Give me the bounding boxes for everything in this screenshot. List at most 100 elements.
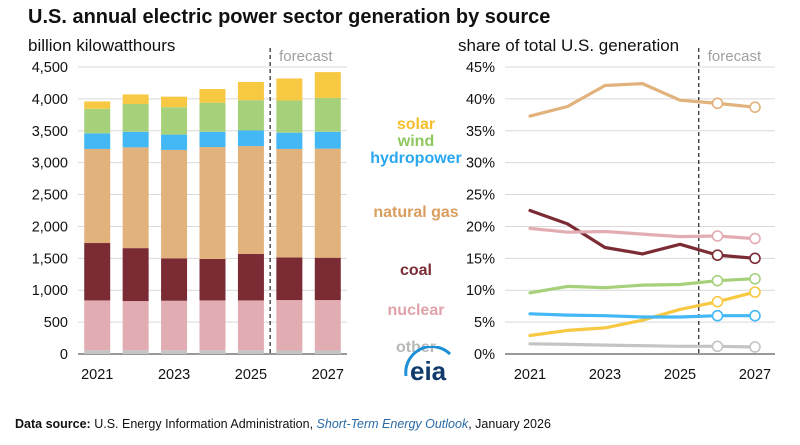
forecast-point-coal-2027 [749,252,761,265]
left-x-tick-label: 2027 [312,367,344,383]
bar-segment-coal-2025 [237,253,264,301]
left-forecast-marker: forecast [269,48,333,354]
bar-segment-coal-2022 [122,248,149,302]
legend-label-wind: wind [397,133,434,150]
logo-arc [404,346,452,377]
bar-segment-wind-2022 [122,103,149,132]
right-x-tick-label: 2021 [514,367,546,383]
legend-label-natural-gas: natural gas [373,204,458,221]
right-y-tick-label: 35% [466,124,495,140]
bar-segment-wind-2021 [84,108,111,134]
right-x-tick-label: 2025 [664,367,696,383]
bar-segment-hydropower-2027 [314,131,341,149]
right-y-tick-label: 10% [466,283,495,299]
bar-segment-solar-2027 [314,72,341,98]
right-y-tick-label: 40% [466,92,495,108]
left-y-tick-label: 2,000 [32,219,68,235]
left-y-tick-label: 1,000 [32,283,68,299]
forecast-point-solar-2026 [711,295,724,308]
source-report: Short-Term Energy Outlook [316,417,469,431]
bar-segment-natural-gas-2021 [84,148,111,244]
left-y-tick-label: 2,500 [32,188,68,204]
chart-title: U.S. annual electric power sector genera… [28,6,551,28]
bar-segment-coal-2027 [314,257,341,301]
bar-segment-other-2021 [84,350,111,354]
bar-segment-natural-gas-2025 [237,146,264,254]
left-x-tick-labels: 2021 2023 2025 2027 [81,367,344,383]
bar-segment-solar-2021 [84,101,111,109]
bar-segment-coal-2024 [199,258,226,301]
bar-segment-nuclear-2023 [161,300,188,351]
bar-segment-nuclear-2022 [122,301,149,351]
legend-label-nuclear: nuclear [388,302,445,319]
bar-segment-coal-2026 [276,257,303,301]
left-y-tick-label: 4,000 [32,92,68,108]
forecast-point-hydropower-2027 [749,309,761,322]
bar-segment-other-2025 [237,350,264,354]
source-note: Data source: U.S. Energy Information Adm… [15,417,551,431]
bar-segment-solar-2024 [199,89,226,103]
right-x-tick-label: 2027 [739,367,771,383]
right-y-tick-label: 5% [474,315,495,331]
bar-segment-other-2023 [161,350,188,354]
bar-segment-coal-2023 [161,258,188,301]
source-org: U.S. Energy Information Administration, [90,417,317,431]
bar-segment-natural-gas-2022 [122,147,149,249]
forecast-point-natural-gas-2027 [749,101,761,113]
left-x-tick-label: 2021 [81,367,113,383]
bar-segment-natural-gas-2026 [276,148,303,258]
right-forecast-marker: forecast [698,48,762,354]
left-y-tick-label: 500 [44,315,68,331]
forecast-point-nuclear-2026 [711,230,724,242]
left-forecast-label: forecast [279,48,333,65]
bar-segment-coal-2021 [84,243,111,301]
left-y-tick-label: 3,500 [32,124,68,140]
bar-segment-solar-2023 [161,96,188,108]
forecast-point-nuclear-2027 [749,232,761,245]
eia-logo: eia [404,346,452,386]
bar-segment-natural-gas-2027 [314,148,341,258]
left-y-tick-label: 4,500 [32,60,68,76]
right-y-tick-label: 15% [466,251,495,267]
bar-segment-hydropower-2021 [84,133,111,149]
right-forecast-label: forecast [708,48,762,65]
legend-label-hydropower: hydropower [370,150,462,167]
left-y-tick-label: 0 [60,347,68,363]
legend-label-coal: coal [400,262,432,279]
bar-segment-solar-2025 [237,81,264,101]
right-y-tick-label: 25% [466,188,495,204]
bar-segment-nuclear-2024 [199,300,226,351]
right-gridlines [505,66,775,355]
right-axis-unit-label: share of total U.S. generation [458,36,680,55]
bar-segment-natural-gas-2023 [161,149,188,259]
share-lines [528,81,761,353]
left-x-tick-label: 2023 [158,367,190,383]
forecast-point-hydropower-2026 [711,309,724,322]
left-y-tick-labels: 0 500 1,000 1,500 2,000 2,500 3,000 3,500 4,000 4… [32,60,68,363]
right-y-tick-label: 20% [466,219,495,235]
bar-segment-hydropower-2022 [122,131,149,148]
forecast-point-other-2027 [749,341,761,353]
bar-segment-nuclear-2021 [84,300,111,351]
right-y-tick-labels: 0% 5% 10% 15% 20% 25% 30% 35% 40% 45% [466,60,495,363]
bar-segment-hydropower-2025 [237,130,264,147]
bar-segment-hydropower-2023 [161,134,188,150]
left-y-tick-label: 3,000 [32,156,68,172]
bar-segment-wind-2024 [199,102,226,132]
right-y-tick-label: 30% [466,156,495,172]
legend-label-other: other [396,339,436,356]
bar-segment-natural-gas-2024 [199,147,226,259]
bar-segment-other-2026 [276,350,303,354]
forecast-point-coal-2026 [711,249,724,261]
bar-segment-nuclear-2025 [237,300,264,351]
source-date: , January 2026 [468,417,551,431]
bar-segment-wind-2023 [161,107,188,135]
bar-segment-wind-2025 [237,100,264,131]
forecast-point-natural-gas-2026 [711,97,724,110]
bar-segment-other-2027 [314,350,341,354]
bar-segment-other-2022 [122,350,149,354]
bar-segment-solar-2026 [276,78,303,101]
bar-segment-hydropower-2026 [276,132,303,149]
right-y-tick-label: 45% [466,60,495,76]
